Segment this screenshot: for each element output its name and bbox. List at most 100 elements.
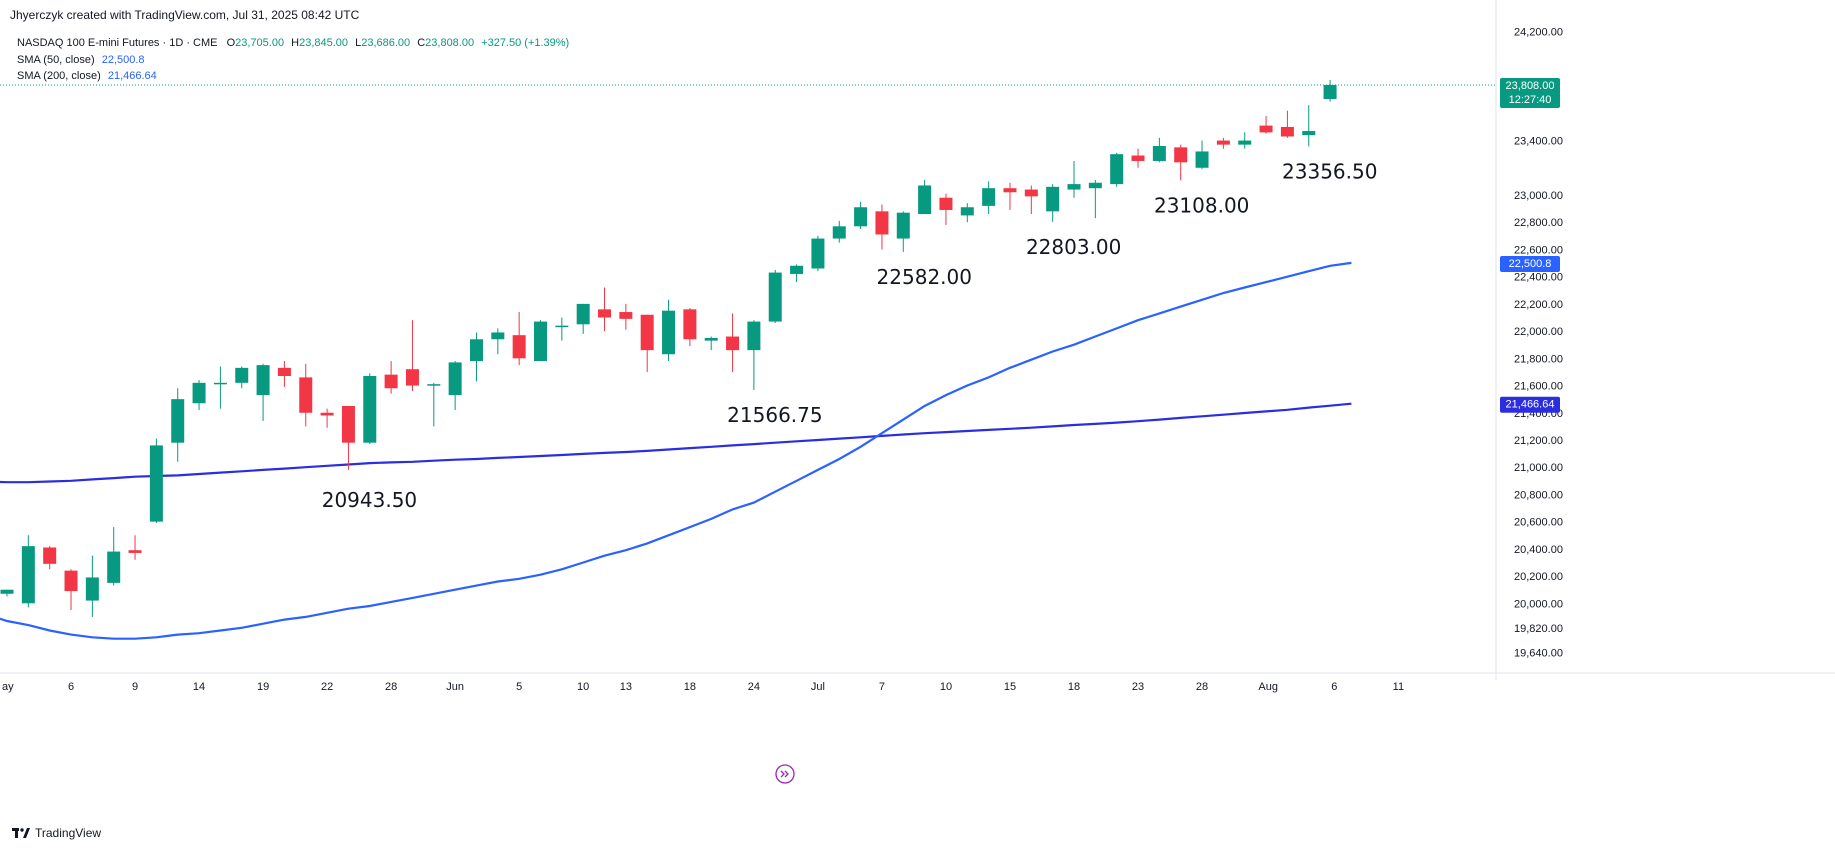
candle-body: [213, 382, 227, 385]
last-price-tag-text: 23,808.00: [1506, 80, 1555, 92]
price-tick-label: 19,640.00: [1514, 647, 1563, 659]
candle: [875, 204, 889, 250]
candle: [405, 320, 419, 391]
candle-body: [277, 367, 291, 377]
candle-body: [1003, 188, 1017, 193]
candle-body: [619, 312, 633, 319]
price-tick-label: 20,000.00: [1514, 598, 1563, 610]
candle: [107, 527, 121, 586]
high-label: H: [291, 37, 300, 49]
time-tick-label: Aug: [1258, 681, 1278, 693]
low-label: L: [355, 37, 362, 49]
price-tick-label: 20,400.00: [1514, 544, 1563, 556]
candle-body: [854, 207, 868, 227]
tradingview-logo[interactable]: TradingView: [12, 826, 101, 840]
symbol-name[interactable]: NASDAQ 100 E-mini Futures · 1D · CME: [17, 37, 218, 49]
candle: [0, 589, 14, 597]
candle-body: [299, 377, 313, 413]
go-to-realtime-button[interactable]: [775, 764, 795, 784]
candle-body: [1131, 155, 1145, 161]
candle: [341, 405, 355, 470]
low-annotation: 20943.50: [322, 488, 417, 512]
candle-body: [43, 547, 57, 564]
candle-body: [704, 337, 718, 341]
candle-body: [960, 207, 974, 216]
candle: [939, 193, 953, 225]
candle: [1024, 185, 1038, 215]
candle-body: [341, 405, 355, 443]
time-tick-label: 6: [68, 681, 74, 693]
candle: [64, 569, 78, 611]
sma50-price-tag: [1500, 255, 1560, 272]
candle-body: [662, 310, 676, 355]
candle: [1238, 132, 1252, 149]
candle-body: [918, 185, 932, 215]
candle: [896, 211, 910, 252]
change-value: +327.50 (+1.39%): [481, 37, 570, 49]
sma200-row[interactable]: SMA (200, close) 21,466.64: [17, 68, 569, 85]
low-annotation: 23356.50: [1282, 159, 1377, 183]
candle: [832, 220, 846, 243]
candle-body: [363, 376, 377, 443]
candle-body: [576, 303, 590, 325]
open-label: O: [226, 37, 236, 49]
tradingview-brand: TradingView: [35, 826, 102, 840]
candle-body: [982, 188, 996, 206]
candle-body: [1174, 147, 1188, 163]
time-tick-label: 14: [193, 681, 205, 693]
candle-body: [405, 369, 419, 386]
candle-body: [1110, 154, 1124, 185]
time-tick-label: 15: [1004, 681, 1016, 693]
candle-body: [427, 384, 441, 386]
candle: [1302, 105, 1316, 147]
candle: [235, 366, 249, 389]
price-tick-label: 22,400.00: [1514, 272, 1563, 284]
sma200-price-tag: [1500, 396, 1560, 413]
open-value: 23,705.00: [235, 37, 285, 49]
time-tick-label: 6: [1331, 681, 1337, 693]
candle-body: [1195, 151, 1209, 168]
sma50-line: [0, 261, 1352, 640]
close-value: 23,808.00: [425, 37, 475, 49]
candle: [43, 546, 57, 570]
candle-body: [811, 238, 825, 269]
candle-body: [747, 321, 761, 351]
price-tick-label: 23,000.00: [1514, 190, 1563, 202]
time-tick-label: 24: [748, 681, 760, 693]
time-tick-label: 11: [1393, 681, 1404, 693]
candle: [277, 361, 291, 387]
price-tick-label: 20,200.00: [1514, 571, 1563, 583]
price-tick-label: 21,600.00: [1514, 381, 1563, 393]
price-axis[interactable]: 24,200.00 23,400.00 23,000.00 22,800.00 22,6…: [1495, 0, 1563, 680]
candle-body: [1152, 146, 1166, 161]
time-tick-label: 10: [577, 681, 589, 693]
time-tick-label: 7: [879, 681, 885, 693]
time-tick-label: ay: [2, 681, 14, 693]
candle-body: [832, 226, 846, 239]
ohlc-row: NASDAQ 100 E-mini Futures · 1D · CME O23…: [17, 35, 569, 52]
candle: [918, 180, 932, 215]
time-axis[interactable]: ay 6 9 14 19 22 28 Jun 5 10 13 18 24 Jul 7 10 15 18 23 28 Au…: [0, 672, 1835, 693]
price-tick-label: 21,200.00: [1514, 435, 1563, 447]
candle-body: [939, 197, 953, 210]
candle-body: [192, 382, 206, 404]
candle-body: [598, 309, 612, 318]
candle-body: [1216, 140, 1230, 145]
time-tick-label: 5: [516, 681, 522, 693]
candle-body: [21, 546, 35, 604]
candle: [363, 373, 377, 445]
candle: [213, 366, 227, 409]
candle: [491, 328, 505, 355]
candle-body: [555, 325, 569, 328]
candle: [1110, 152, 1124, 187]
candle-body: [1088, 182, 1102, 189]
candle: [128, 535, 142, 560]
sma50-row[interactable]: SMA (50, close) 22,500.8: [17, 52, 569, 69]
candle-body: [875, 211, 889, 235]
candle: [790, 264, 804, 283]
time-tick-label: Jun: [446, 681, 464, 693]
candle: [576, 303, 590, 334]
candle: [1067, 160, 1081, 198]
candle-body: [726, 336, 740, 351]
